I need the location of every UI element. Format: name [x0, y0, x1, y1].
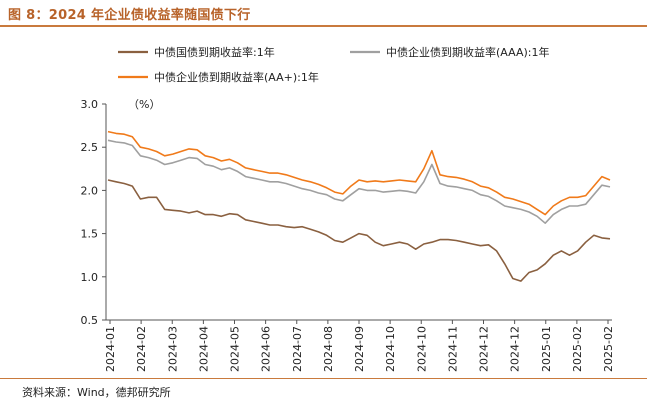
x-tick-label: 2024-11: [446, 326, 459, 372]
x-tick-label: 2024-05: [229, 326, 242, 372]
y-tick-label: 1.5: [81, 228, 99, 241]
x-tick-label: 2025-02: [571, 326, 584, 372]
chart-series-lines: [107, 130, 611, 282]
series-line-1: [107, 179, 611, 282]
page-title: 图 8：2024 年企业债收益率随国债下行: [8, 8, 251, 23]
title-rule: [0, 25, 647, 27]
source-rule: [0, 378, 647, 379]
legend-label-3: 中债企业债到期收益率(AA+):1年: [154, 70, 319, 84]
y-tick-label: 1.0: [81, 271, 99, 284]
x-tick-label: 2024-06: [260, 326, 273, 372]
legend-label-1: 中债国债到期收益率:1年: [154, 45, 275, 59]
y-tick-label: 0.5: [81, 314, 99, 327]
x-tick-label: 2024-07: [291, 326, 304, 372]
y-unit-label: （%）: [128, 98, 160, 111]
x-tick-label: 2024-10: [415, 326, 428, 372]
x-tick-label: 2025-02: [602, 326, 615, 372]
x-tick-label: 2024-08: [322, 326, 335, 372]
x-tick-label: 2025-01: [540, 326, 553, 372]
y-tick-label: 2.5: [81, 141, 99, 154]
x-tick-label: 2024-12: [509, 326, 522, 372]
y-tick-label: 2.0: [81, 184, 99, 197]
legend-label-2: 中债企业债到期收益率(AAA):1年: [386, 45, 549, 59]
x-tick-label: 2024-12: [478, 326, 491, 372]
x-tick-label: 2024-03: [166, 326, 179, 372]
series-line-2: [107, 139, 611, 224]
series-line-3: [107, 130, 611, 216]
x-tick-label: 2024-01: [104, 326, 117, 372]
y-tick-label: 3.0: [81, 98, 99, 111]
x-tick-label: 2024-04: [197, 326, 210, 372]
x-tick-label: 2024-09: [353, 326, 366, 372]
x-tick-label: 2024-02: [135, 326, 148, 372]
x-tick-label: 2024-10: [384, 326, 397, 372]
chart-axes: 3.0 2.5 2.0 1.5 1.0 0.5 2024-01 2024-02 2024-03 2…: [81, 98, 616, 372]
source-note: 资料来源：Wind，德邦研究所: [22, 386, 171, 399]
chart-legend: 中债国债到期收益率:1年 中债企业债到期收益率(AAA):1年中债企业债到期收益率…: [118, 45, 549, 84]
